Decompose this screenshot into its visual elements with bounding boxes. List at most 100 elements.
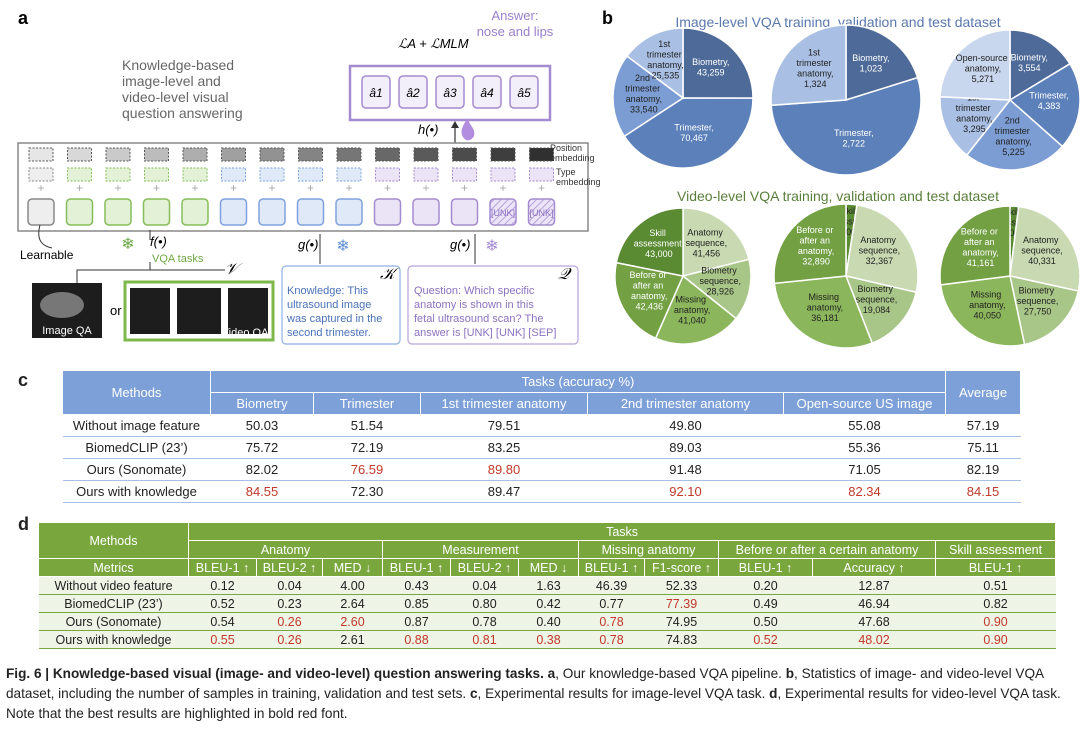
panel-label: a bbox=[18, 8, 29, 28]
table-cell: 82.34 bbox=[783, 480, 946, 503]
input-token bbox=[27, 198, 55, 226]
header-cell: Open-source US image bbox=[782, 392, 947, 415]
header-cell: Average bbox=[945, 370, 1022, 415]
table-cell: Without video feature bbox=[38, 576, 189, 595]
arrowhead bbox=[451, 121, 459, 128]
slice-label: 1st trimester anatomy, bbox=[647, 39, 685, 70]
figure-caption: Fig. 6 | Knowledge-based visual (image- … bbox=[6, 664, 1066, 724]
slice-value: 1,023 bbox=[860, 63, 883, 73]
table-cell: 49.80 bbox=[587, 414, 784, 437]
position-embedding bbox=[413, 147, 439, 162]
slice-label: 1st trimester anatomy, bbox=[797, 48, 835, 79]
table-cell: 77.39 bbox=[644, 594, 719, 613]
table-cell: 0.04 bbox=[256, 576, 323, 595]
type-embedding bbox=[298, 167, 323, 182]
table-cell: 84.55 bbox=[210, 480, 314, 503]
table-row: BiomedCLIP (23’) 0.52 0.23 2.64 0.85 0.80 0.42… bbox=[38, 594, 1056, 613]
answer-token bbox=[361, 75, 391, 109]
input-token bbox=[527, 198, 556, 226]
header-cell: Methods bbox=[62, 370, 211, 415]
question-line: answer is [UNK] [UNK] [SEP] bbox=[414, 327, 556, 339]
pie-slice bbox=[770, 76, 922, 176]
loss: ℒA + ℒMLM bbox=[398, 36, 469, 51]
slice-label: Skill assessment, bbox=[825, 206, 876, 227]
pie-row-title: Video-level VQA training, validation and… bbox=[677, 188, 999, 204]
question-symbol: 𝒬 bbox=[558, 266, 572, 283]
slice-label: Anatomy sequence, bbox=[686, 227, 728, 248]
slice-label: Biometry sequence, bbox=[699, 266, 741, 287]
pie-row-title: Image-level VQA training, validation and… bbox=[675, 14, 1000, 30]
plus-sign: + bbox=[422, 181, 429, 195]
slice-value: 36,181 bbox=[811, 313, 839, 323]
header-cell: Skill assessment bbox=[934, 540, 1057, 559]
input-token bbox=[65, 198, 94, 226]
table-cell: Ours with knowledge bbox=[62, 480, 211, 503]
table-cell: 89.03 bbox=[587, 436, 784, 459]
pie-slice bbox=[844, 274, 918, 345]
table-cell: Without image feature bbox=[62, 414, 211, 437]
row-label: Position bbox=[550, 143, 582, 153]
table-cell: 2.60 bbox=[322, 612, 383, 631]
pie-slice bbox=[939, 95, 1012, 157]
slice-label: Anatomy sequence, bbox=[859, 235, 901, 256]
table-cell: Ours (Sonomate) bbox=[38, 612, 189, 631]
header-cell: Methods bbox=[38, 522, 189, 559]
plus-sign: + bbox=[538, 181, 545, 195]
table-cell: 2.61 bbox=[322, 630, 383, 649]
panel-label: c bbox=[18, 370, 29, 390]
caption-text: a bbox=[547, 666, 556, 681]
table-cell: 0.88 bbox=[382, 630, 451, 649]
slice-value: 32,367 bbox=[866, 256, 894, 266]
slice-value: 43,259 bbox=[697, 68, 725, 78]
token-label: â5 bbox=[517, 86, 531, 100]
table-cell: 0.82 bbox=[935, 594, 1056, 613]
slice-label: Before or after an anatomy, bbox=[629, 270, 669, 301]
table-cell: 0.38 bbox=[518, 630, 579, 649]
table-cell: 55.08 bbox=[783, 414, 946, 437]
encoder-label: g(•) bbox=[450, 237, 470, 252]
table-cell: BiomedCLIP (23’) bbox=[62, 436, 211, 459]
image-qa-label: Image QA bbox=[42, 325, 92, 337]
table-cell: 0.40 bbox=[518, 612, 579, 631]
title-line: Knowledge-based bbox=[122, 57, 234, 73]
table-cell: 83.25 bbox=[420, 436, 588, 459]
table-cell: 0.78 bbox=[578, 630, 645, 649]
pie-slice bbox=[1009, 275, 1080, 346]
type-embedding bbox=[67, 167, 92, 182]
table-cell: 0.87 bbox=[382, 612, 451, 631]
table-cell: 1.63 bbox=[518, 576, 579, 595]
table-cell: BiomedCLIP (23’) bbox=[38, 594, 189, 613]
caption-text: b bbox=[785, 666, 795, 681]
slice-value: 32,890 bbox=[802, 257, 830, 267]
table-cell: 0.80 bbox=[450, 594, 519, 613]
caption-text: Fig. 6 | bbox=[6, 666, 53, 681]
position-embedding bbox=[105, 147, 131, 162]
input-token bbox=[296, 198, 325, 226]
table-row: Ours with knowledge 84.55 72.30 89.47 92.10 8… bbox=[62, 480, 1021, 503]
slice-label: Biometry, bbox=[1011, 53, 1048, 63]
vqa-tasks-label: VQA tasks bbox=[152, 253, 204, 265]
position-embedding bbox=[259, 147, 285, 162]
table-cell: 2.64 bbox=[322, 594, 383, 613]
pie-slice bbox=[682, 27, 754, 99]
table-cell: 47.68 bbox=[812, 612, 936, 631]
pie-slice bbox=[845, 24, 919, 102]
table-cell: 89.80 bbox=[420, 458, 588, 481]
header-cell: Tasks (accuracy %) bbox=[209, 370, 947, 393]
knowledge-line: was captured in the bbox=[286, 313, 382, 325]
table-cell: 89.47 bbox=[420, 480, 588, 503]
table-cell: Ours (Sonomate) bbox=[62, 458, 211, 481]
table-cell: 50.03 bbox=[210, 414, 314, 437]
slice-label: Biometry sequence, bbox=[856, 284, 898, 305]
position-embedding bbox=[529, 147, 554, 162]
header-row: Biometry Trimester 1st trimester anatomy 2n… bbox=[63, 392, 1021, 415]
plus-sign: + bbox=[153, 181, 160, 195]
slice-value: 70,467 bbox=[680, 133, 708, 143]
title-line: video-level visual bbox=[122, 89, 229, 105]
plus-sign: + bbox=[191, 181, 198, 195]
header-cell: MED ↓ bbox=[322, 558, 383, 577]
slice-value: 27,750 bbox=[1024, 306, 1052, 316]
type-embedding bbox=[413, 167, 439, 182]
slice-value: 1,324 bbox=[804, 79, 827, 89]
header-cell: Accuracy ↑ bbox=[812, 558, 936, 577]
